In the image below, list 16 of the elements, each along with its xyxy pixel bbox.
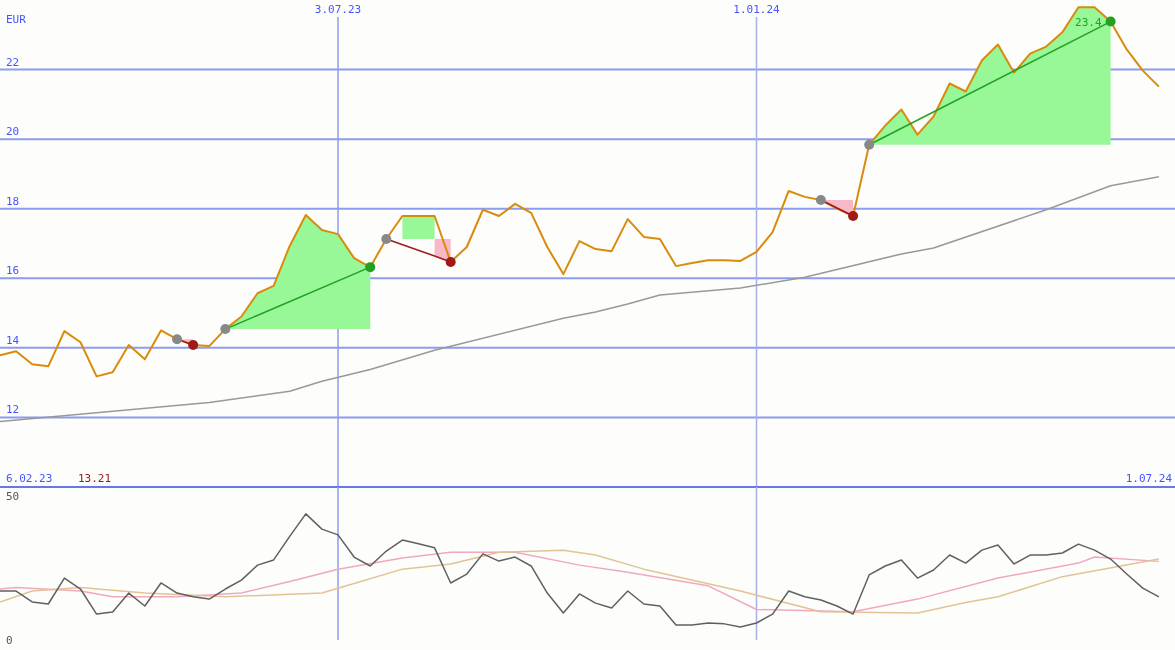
y-tick-label: 22: [6, 55, 20, 69]
y-tick-label: 50: [6, 489, 20, 503]
y-tick-label: 12: [6, 403, 20, 417]
y-tick-label: 20: [6, 125, 20, 139]
y-axis-title: EUR: [6, 13, 27, 26]
y-tick-label: 16: [6, 264, 20, 278]
annotation: 1.07.24: [1125, 472, 1173, 485]
y-tick-label: 18: [6, 194, 20, 208]
x-tick-label: 1.01.24: [733, 3, 781, 16]
y-tick-label: 14: [6, 333, 20, 347]
annotation: 13.21: [78, 472, 112, 485]
y-tick-label: 0: [6, 633, 13, 647]
line-series: [0, 513, 1160, 628]
annotation: 6.02.23: [6, 472, 53, 485]
x-tick-label: 3.07.23: [314, 3, 362, 16]
annotation: 23.4: [1075, 15, 1102, 29]
